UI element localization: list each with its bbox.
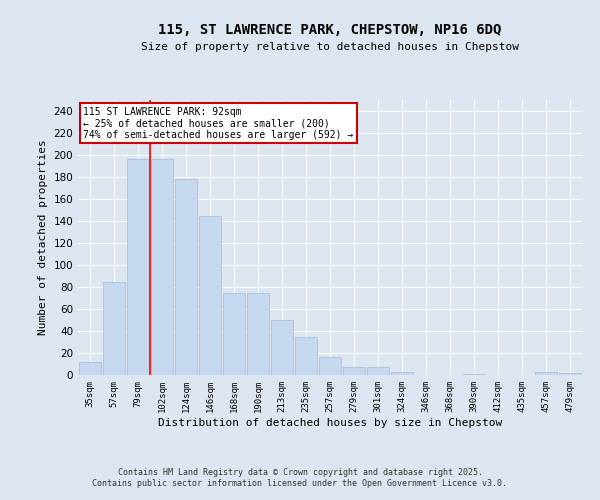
Text: Contains HM Land Registry data © Crown copyright and database right 2025.
Contai: Contains HM Land Registry data © Crown c… [92,468,508,487]
Bar [319,358,341,375]
Bar [199,216,221,375]
Y-axis label: Number of detached properties: Number of detached properties [38,140,48,336]
Bar [559,373,581,375]
Bar [295,336,317,375]
Bar [103,282,125,375]
Bar [391,372,413,375]
Text: 115, ST LAWRENCE PARK, CHEPSTOW, NP16 6DQ: 115, ST LAWRENCE PARK, CHEPSTOW, NP16 6D… [158,22,502,36]
Text: 115 ST LAWRENCE PARK: 92sqm
← 25% of detached houses are smaller (200)
74% of se: 115 ST LAWRENCE PARK: 92sqm ← 25% of det… [83,107,353,140]
Bar [127,160,149,375]
Bar [463,374,485,375]
Bar [367,368,389,375]
Bar [151,160,173,375]
Bar [535,372,557,375]
Bar [79,362,101,375]
Bar [271,320,293,375]
Text: Size of property relative to detached houses in Chepstow: Size of property relative to detached ho… [141,42,519,52]
Bar [223,292,245,375]
X-axis label: Distribution of detached houses by size in Chepstow: Distribution of detached houses by size … [158,418,502,428]
Bar [175,179,197,375]
Bar [247,292,269,375]
Bar [343,368,365,375]
